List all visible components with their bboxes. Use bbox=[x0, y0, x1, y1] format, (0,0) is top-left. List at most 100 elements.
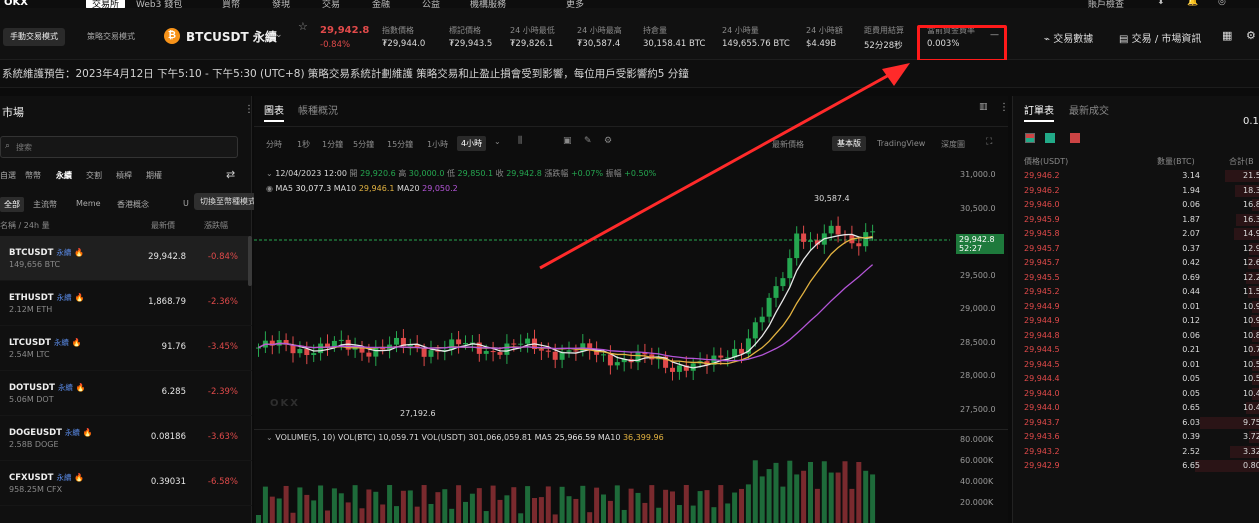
price-axis[interactable]: 31,000.030,500.030,000.029,500.029,000.0… bbox=[954, 162, 1008, 427]
ask-row[interactable]: 29,943.2 2.52 3.32 bbox=[1013, 445, 1259, 458]
price-type-select[interactable]: 最新價格 bbox=[772, 140, 804, 149]
tab-chart[interactable]: 圖表 bbox=[264, 102, 284, 122]
nav-discover[interactable]: 發現 bbox=[272, 0, 291, 10]
trade-info-button[interactable]: ▤ 交易 / 市場資訊 bbox=[1119, 34, 1202, 45]
ask-row[interactable]: 29,944.0 0.65 10.4 bbox=[1013, 402, 1259, 414]
subtab-meme[interactable]: Meme bbox=[76, 199, 101, 208]
ask-row[interactable]: 29,945.7 0.37 12.9 bbox=[1013, 242, 1259, 255]
view-tradingview[interactable]: TradingView bbox=[877, 139, 926, 148]
market-tab-margin[interactable]: 槓桿 bbox=[116, 171, 132, 180]
eye-icon[interactable]: ◉ bbox=[266, 184, 276, 193]
subtab-all[interactable]: 全部 bbox=[0, 197, 24, 212]
market-tab-favorites[interactable]: 自選 bbox=[0, 171, 16, 180]
manual-trade-mode-button[interactable]: 手動交易模式 bbox=[3, 28, 65, 46]
market-row[interactable]: DOTUSDT 永續 🔥 5.06M DOT 6.285 -2.39% bbox=[0, 371, 252, 416]
collapse-icon[interactable]: ⌄ bbox=[266, 169, 276, 178]
book-view-bids-icon[interactable] bbox=[1045, 133, 1055, 143]
timeframe-5m[interactable]: 5分鐘 bbox=[353, 140, 375, 149]
strategy-trade-mode-button[interactable]: 策略交易模式 bbox=[87, 32, 135, 41]
ask-row[interactable]: 29,946.2 1.94 18.3 bbox=[1013, 184, 1259, 197]
panel-menu-icon[interactable]: ⋮ bbox=[999, 102, 1009, 113]
market-row[interactable]: LTCUSDT 永續 🔥 2.54M LTC 91.76 -3.45% bbox=[0, 326, 252, 371]
col-name-volume[interactable]: 名稱 / 24h 量 bbox=[0, 221, 50, 230]
ask-row[interactable]: 29,944.9 0.01 10.9 bbox=[1013, 300, 1259, 313]
pencil-icon[interactable]: ✎ bbox=[584, 136, 592, 146]
collapse-icon[interactable]: ⌄ bbox=[266, 433, 276, 442]
tab-latest-trades[interactable]: 最新成交 bbox=[1069, 106, 1109, 117]
indicator-icon[interactable]: ▣ bbox=[563, 136, 572, 146]
market-row[interactable]: CFXUSDT 永續 🔥 958.25M CFX 0.39031 -6.58% bbox=[0, 461, 252, 506]
ask-row[interactable]: 29,946.0 0.06 16.8 bbox=[1013, 199, 1259, 211]
volume-chart[interactable] bbox=[254, 441, 950, 523]
market-tab-options[interactable]: 期權 bbox=[146, 171, 162, 180]
market-tab-futures[interactable]: 交割 bbox=[86, 171, 102, 180]
tab-overview[interactable]: 帳種概況 bbox=[298, 106, 338, 117]
timeframe-4h[interactable]: 4小時 bbox=[457, 136, 487, 151]
nav-more[interactable]: 更多 bbox=[566, 0, 585, 10]
nav-exchange[interactable]: 交易所 bbox=[86, 0, 126, 10]
nav-charity[interactable]: 公益 bbox=[422, 0, 441, 10]
fullscreen-icon[interactable]: ⛶ bbox=[986, 137, 993, 147]
timeframe-15m[interactable]: 15分鐘 bbox=[387, 140, 414, 149]
view-depth[interactable]: 深度圖 bbox=[941, 140, 965, 149]
layout-icon[interactable]: ▥ bbox=[979, 102, 988, 112]
price-step-select[interactable]: 0.1 bbox=[1243, 116, 1259, 127]
book-view-both-icon[interactable] bbox=[1025, 133, 1035, 143]
ask-row[interactable]: 29,945.8 2.07 14.9 bbox=[1013, 228, 1259, 240]
trade-data-button[interactable]: ⌁ 交易數據 bbox=[1044, 34, 1094, 45]
ask-row[interactable]: 29,945.2 0.44 11.5 bbox=[1013, 286, 1259, 298]
timeframe-1h[interactable]: 1小時 bbox=[427, 140, 449, 149]
market-row[interactable]: ETHUSDT 永續 🔥 2.12M ETH 1,868.79 -2.36% bbox=[0, 281, 252, 326]
switch-mode-icon[interactable]: ⇄ bbox=[226, 168, 236, 181]
subtab-mainstream[interactable]: 主流幣 bbox=[33, 200, 57, 209]
market-search-input[interactable]: ⌕ 搜索 bbox=[0, 136, 238, 158]
ask-row[interactable]: 29,944.5 0.01 10.5 bbox=[1013, 358, 1259, 371]
chevron-down-icon[interactable]: ⌄ bbox=[275, 30, 283, 40]
star-icon[interactable]: ☆ bbox=[298, 20, 308, 33]
ask-row[interactable]: 29,945.9 1.87 16.3 bbox=[1013, 213, 1259, 226]
candlestick-chart[interactable] bbox=[254, 162, 950, 427]
nav-finance[interactable]: 金融 bbox=[372, 0, 391, 10]
gear-icon[interactable]: ⚙ bbox=[1246, 29, 1256, 42]
market-scrollbar[interactable] bbox=[248, 236, 252, 286]
nav-buy[interactable]: 買幣 bbox=[222, 0, 241, 10]
view-basic[interactable]: 基本版 bbox=[832, 136, 866, 151]
download-icon[interactable]: ⬇ bbox=[1157, 0, 1165, 7]
nav-institutional[interactable]: 機構服務 bbox=[470, 0, 507, 10]
candle-type-icon[interactable]: ⫼ bbox=[518, 136, 523, 146]
ask-row[interactable]: 29,942.9 6.65 0.80 bbox=[1013, 460, 1259, 472]
nav-trade[interactable]: 交易 bbox=[322, 0, 341, 10]
more-stats-button[interactable]: — bbox=[990, 30, 999, 40]
ask-row[interactable]: 29,946.2 3.14 21.5 bbox=[1013, 170, 1259, 182]
subtab-hk-concept[interactable]: 香港概念 bbox=[117, 200, 149, 209]
maintenance-announcement[interactable]: 系統維護預告：2023年4月12日 下午5:10 - 下午5:30 (UTC+8… bbox=[0, 60, 1259, 88]
market-tab-perpetual[interactable]: 永續 bbox=[56, 171, 72, 180]
settings-icon[interactable]: ⚙ bbox=[604, 136, 613, 146]
ask-row[interactable]: 29,944.5 0.21 10.7 bbox=[1013, 344, 1259, 356]
ask-row[interactable]: 29,944.9 0.12 10.9 bbox=[1013, 315, 1259, 327]
okx-logo[interactable]: OKX bbox=[4, 0, 28, 8]
ask-row[interactable]: 29,945.5 0.69 12.2 bbox=[1013, 271, 1259, 284]
bell-icon[interactable]: 🔔 bbox=[1187, 0, 1199, 7]
chevron-down-icon[interactable]: ⌄ bbox=[494, 137, 501, 146]
ask-row[interactable]: 29,944.0 0.05 10.4 bbox=[1013, 387, 1259, 400]
timeframe-1s[interactable]: 1秒 bbox=[297, 140, 311, 149]
market-tab-spot[interactable]: 幣幣 bbox=[25, 171, 41, 180]
ask-row[interactable]: 29,944.4 0.05 10.5 bbox=[1013, 373, 1259, 385]
ask-row[interactable]: 29,945.7 0.42 12.6 bbox=[1013, 257, 1259, 269]
subtab-u[interactable]: U bbox=[183, 199, 189, 208]
nav-web3-wallet[interactable]: Web3 錢包 bbox=[136, 0, 183, 10]
market-row[interactable]: DOGEUSDT 永續 🔥 2.58B DOGE 0.08186 -3.63% bbox=[0, 416, 252, 461]
col-change[interactable]: 漲跌幅 bbox=[204, 221, 228, 230]
timeframe-1m[interactable]: 1分鐘 bbox=[322, 140, 344, 149]
ask-row[interactable]: 29,944.8 0.06 10.8 bbox=[1013, 329, 1259, 342]
tab-order-book[interactable]: 訂單表 bbox=[1024, 102, 1054, 122]
nav-account-check[interactable]: 賬戶檢查 bbox=[1088, 0, 1125, 10]
book-view-asks-icon[interactable] bbox=[1070, 133, 1080, 143]
ask-row[interactable]: 29,943.7 6.03 9.75 bbox=[1013, 416, 1259, 429]
globe-icon[interactable]: ◎ bbox=[1218, 0, 1226, 7]
col-last-price[interactable]: 最新價 bbox=[151, 221, 175, 230]
symbol-title[interactable]: BTCUSDT 永續 bbox=[186, 30, 277, 44]
market-row[interactable]: BTCUSDT 永續 🔥 149,656 BTC 29,942.8 -0.84% bbox=[0, 236, 252, 281]
calculator-icon[interactable]: ▦ bbox=[1222, 29, 1233, 42]
